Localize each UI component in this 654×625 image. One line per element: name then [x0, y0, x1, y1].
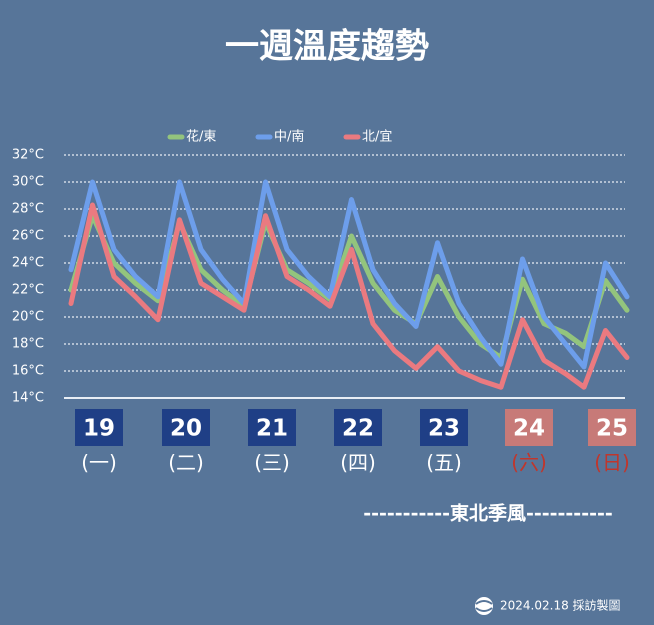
y-tick-label: 22°C	[12, 283, 44, 298]
weekday-label: (五)	[426, 451, 462, 475]
chart-title: 一週溫度趨勢	[225, 27, 429, 67]
date-box	[75, 409, 123, 446]
y-tick-label: 14°C	[12, 391, 44, 406]
x-tick-label: 19	[83, 416, 115, 442]
y-tick-label: 32°C	[12, 148, 44, 163]
footer: 2024.02.18 採訪製圖	[500, 598, 621, 613]
y-tick-label: 20°C	[12, 310, 44, 325]
legend-label: 北/宜	[362, 130, 392, 145]
legend-label: 中/南	[274, 129, 304, 145]
weekday-label: (三)	[254, 451, 290, 475]
y-tick-label: 26°C	[12, 229, 44, 244]
x-tick-label: 23	[428, 416, 460, 442]
x-tick-label: 25	[596, 416, 628, 442]
x-tick-label: 21	[256, 416, 288, 442]
weekday-label: (二)	[168, 451, 204, 475]
date-box	[588, 409, 636, 446]
logo	[475, 597, 493, 615]
date-box	[248, 409, 296, 446]
annotation: -----------東北季風-----------	[363, 502, 613, 525]
y-tick-label: 28°C	[12, 202, 44, 217]
weekday-label: (一)	[81, 451, 117, 475]
y-tick-label: 30°C	[12, 175, 44, 190]
date-box	[162, 409, 210, 446]
weekday-label: (六)	[511, 451, 547, 475]
weekday-label: (日)	[594, 451, 630, 475]
date-box	[420, 409, 468, 446]
x-tick-label: 22	[342, 416, 374, 442]
x-tick-label: 24	[513, 416, 545, 442]
x-tick-label: 20	[170, 416, 202, 442]
series-line	[68, 202, 630, 390]
weekday-label: (四)	[340, 451, 376, 475]
y-tick-label: 18°C	[12, 337, 44, 352]
y-tick-label: 16°C	[12, 364, 44, 379]
date-box	[505, 409, 553, 446]
y-tick-label: 24°C	[12, 256, 44, 271]
series-line	[68, 179, 630, 370]
series-line	[68, 213, 630, 360]
date-box	[334, 409, 382, 446]
legend-label: 花/東	[186, 129, 216, 145]
